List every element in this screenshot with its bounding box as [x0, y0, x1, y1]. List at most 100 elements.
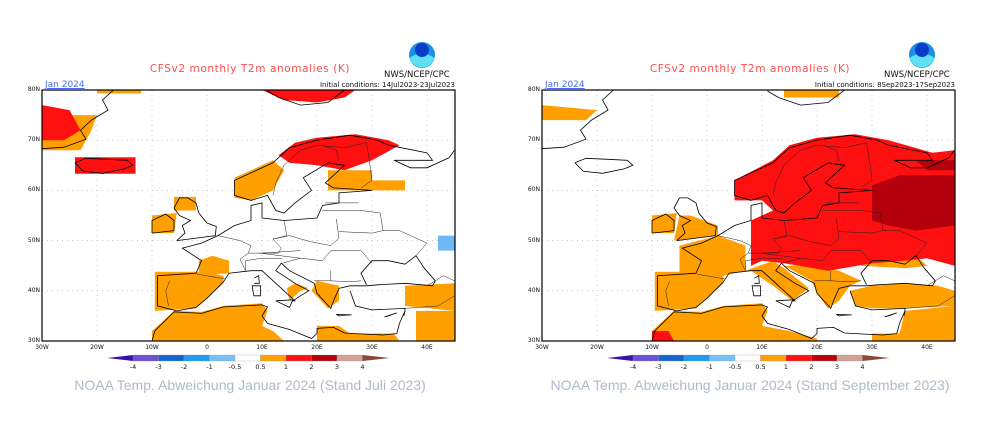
colorbar-segment: [132, 354, 159, 362]
country-border: [830, 280, 862, 283]
longitude-label: 20E: [311, 344, 323, 351]
colorbar-arrow-low: [107, 355, 133, 361]
country-border: [245, 257, 283, 271]
longitude-label: 20E: [811, 344, 823, 351]
anomaly-region: [234, 160, 284, 201]
longitude-label: 20W: [90, 344, 104, 351]
country-border: [426, 275, 455, 287]
latitude-label: 40N: [27, 286, 40, 294]
noaa-logo: [409, 42, 435, 68]
anomaly-region: [872, 175, 955, 231]
colorbar-segment: [811, 354, 838, 362]
initial-conditions: Initial conditions: 8Sep2023-17Sep2023: [814, 81, 955, 89]
coastline: [767, 90, 845, 106]
initial-conditions: Initial conditions: 14Jul2023-23Jul2023: [319, 81, 455, 89]
country-border: [745, 257, 783, 271]
colorbar-tick-label: -1: [706, 363, 712, 371]
coastline: [384, 312, 397, 318]
map-content: [42, 90, 455, 341]
latitude-label: 80N: [527, 86, 540, 93]
map-frame: [41, 89, 456, 342]
coastline: [542, 90, 614, 150]
colorbar-tick-label: 2: [309, 363, 313, 371]
coastline: [251, 285, 261, 297]
anomaly-region: [154, 271, 224, 311]
country-border: [926, 275, 955, 287]
coastline: [751, 285, 761, 297]
country-border: [782, 250, 873, 264]
coastline: [775, 299, 794, 308]
latitude-label: 40N: [527, 286, 540, 294]
coastline: [754, 275, 760, 284]
colorbar-legend: -4 -3 -2 -1 -0.5 0.5 1 2 3 4: [107, 354, 390, 371]
map-title: CFSv2 monthly T2m anomalies (K): [649, 63, 851, 75]
colorbar-tick-label: 1: [784, 363, 788, 371]
coastline: [676, 262, 936, 312]
coastline: [151, 304, 406, 341]
colorbar-tick-label: 4: [360, 363, 364, 371]
colorbar-segment: [760, 354, 787, 362]
anomaly-region: [872, 305, 955, 341]
latitude-label: 80N: [27, 86, 40, 93]
coastline: [836, 314, 852, 317]
coastline: [336, 314, 352, 317]
longitude-label: 40E: [921, 344, 933, 351]
latitude-label: 70N: [27, 136, 40, 144]
colorbar-tick-label: 3: [835, 363, 839, 371]
latitude-label: 70N: [527, 136, 540, 144]
colorbar-tick-label: 3: [335, 363, 339, 371]
latitude-label: 60N: [527, 186, 540, 194]
anomaly-region: [152, 213, 177, 234]
country-border: [330, 280, 362, 283]
country-border: [772, 142, 867, 196]
colorbar-segment: [260, 354, 287, 362]
country-border: [314, 270, 332, 282]
country-border: [772, 235, 831, 246]
anomaly-region: [286, 283, 309, 301]
colorbar-arrow-high: [362, 355, 390, 361]
colorbar-tick-label: -2: [181, 363, 187, 371]
latitude-label: 30N: [27, 337, 40, 344]
colorbar-tick-label: -3: [155, 363, 161, 371]
latitude-label: 50N: [27, 236, 40, 244]
anomaly-region: [850, 283, 955, 309]
colorbar-tick-label: 0.5: [755, 363, 765, 371]
anomaly-region: [405, 283, 455, 311]
country-border: [272, 142, 367, 196]
country-border: [404, 295, 455, 309]
colorbar-segment: [336, 354, 363, 362]
anomaly-region: [652, 331, 674, 341]
colorbar-tick-label: -3: [655, 363, 661, 371]
coastline: [275, 299, 294, 308]
country-border: [883, 230, 928, 256]
map-caption: NOAA Temp. Abweichung Januar 2024 (Stand…: [74, 377, 426, 393]
coastline: [254, 275, 260, 284]
anomaly-region: [438, 235, 455, 251]
colorbar-segment: [734, 354, 761, 362]
noaa-logo: [909, 42, 935, 68]
coastline: [673, 197, 717, 241]
country-border: [904, 295, 955, 309]
anomaly-region: [654, 271, 724, 311]
longitude-label: 30W: [535, 344, 549, 351]
country-border: [717, 235, 752, 271]
country-border: [860, 142, 873, 189]
coastline: [74, 157, 134, 174]
country-border: [248, 220, 288, 254]
longitude-label: 10W: [145, 344, 159, 351]
country-border: [261, 250, 301, 254]
longitude-label: 10E: [256, 344, 268, 351]
anomaly-map: [41, 89, 456, 342]
country-border: [330, 218, 340, 246]
anomaly-region: [679, 235, 746, 276]
coastline: [884, 312, 897, 318]
coastline: [157, 134, 455, 312]
colorbar-legend: -4 -3 -2 -1 -0.5 0.5 1 2 3 4: [607, 354, 890, 371]
colorbar-tick-label: -1: [206, 363, 212, 371]
coastline: [657, 134, 955, 312]
colorbar-segment: [158, 354, 185, 362]
anomaly-region: [784, 265, 861, 309]
coastline: [176, 262, 436, 312]
coastline: [574, 157, 634, 174]
latitude-label: 60N: [27, 186, 40, 194]
